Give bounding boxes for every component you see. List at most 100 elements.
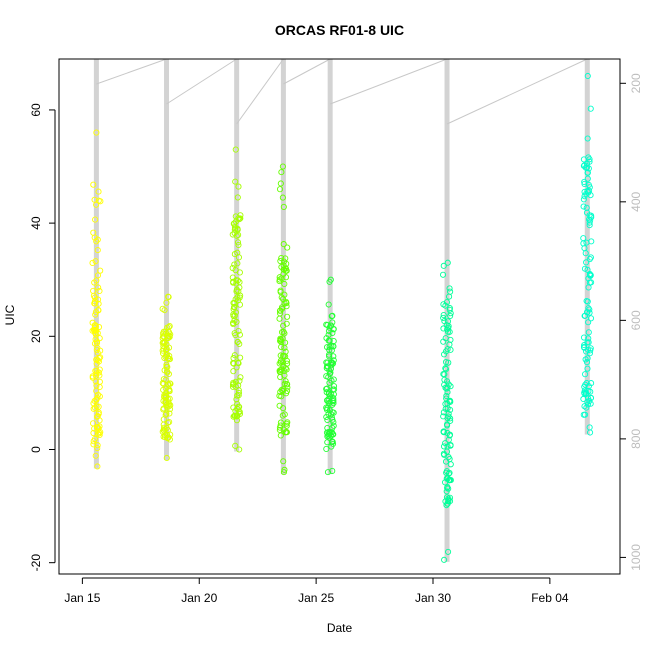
data-point	[90, 438, 97, 445]
y-tick-label: 40	[29, 216, 43, 230]
data-point	[281, 344, 288, 351]
data-point	[280, 203, 287, 210]
data-point	[234, 226, 241, 233]
data-point	[329, 386, 336, 393]
data-point	[284, 387, 291, 395]
data-point	[233, 288, 240, 295]
data-point	[584, 355, 591, 362]
data-point	[94, 272, 101, 279]
data-point	[90, 400, 97, 407]
data-point	[283, 357, 291, 364]
data-point	[440, 351, 448, 358]
altitude-trace	[164, 59, 170, 460]
data-point	[92, 323, 99, 330]
data-point	[90, 441, 97, 448]
data-point	[586, 219, 593, 226]
chart-title: ORCAS RF01-8 UIC	[275, 22, 404, 38]
data-point	[95, 188, 102, 195]
data-point	[583, 348, 590, 355]
data-point	[325, 351, 333, 358]
data-point	[583, 380, 590, 387]
data-point	[277, 336, 284, 343]
data-point	[90, 292, 97, 299]
data-point	[92, 452, 99, 459]
data-point	[237, 212, 244, 219]
x-tick-label: Jan 25	[298, 591, 334, 605]
data-point	[95, 403, 102, 410]
data-point	[587, 388, 594, 395]
data-point	[582, 250, 589, 257]
data-point	[90, 420, 97, 427]
data-point	[165, 334, 172, 341]
data-point	[440, 262, 447, 269]
data-point	[277, 369, 284, 376]
data-point	[586, 279, 593, 286]
y-tick-label: 0	[29, 446, 43, 453]
data-point	[445, 548, 452, 555]
data-point	[93, 129, 100, 136]
data-point	[96, 431, 103, 439]
data-point	[580, 411, 587, 418]
data-point	[440, 312, 447, 319]
data-point	[92, 378, 99, 385]
data-point	[330, 338, 337, 345]
data-point	[234, 339, 241, 346]
data-point	[89, 374, 96, 381]
data-point	[586, 216, 593, 223]
data-point	[94, 463, 101, 470]
data-point	[581, 312, 588, 319]
data-point	[444, 389, 451, 396]
data-point	[284, 313, 291, 320]
data-point	[231, 330, 238, 337]
data-point	[91, 279, 98, 286]
data-point	[326, 337, 333, 344]
data-point	[580, 196, 587, 203]
data-point	[446, 456, 453, 463]
data-point	[330, 376, 337, 383]
data-point	[235, 392, 242, 399]
data-point	[231, 230, 238, 237]
data-point	[329, 329, 336, 336]
data-point	[585, 395, 592, 402]
data-point	[231, 261, 238, 268]
data-point	[441, 318, 448, 325]
data-point	[277, 180, 284, 187]
data-point	[580, 203, 587, 210]
data-point	[279, 353, 286, 360]
data-point	[162, 385, 169, 392]
data-point	[444, 475, 451, 482]
data-point	[280, 241, 287, 248]
data-point	[236, 269, 243, 276]
data-point	[232, 296, 239, 303]
data-point	[282, 378, 289, 385]
data-point	[236, 446, 243, 453]
data-point	[229, 383, 237, 390]
data-point	[325, 301, 332, 308]
data-point	[585, 319, 592, 326]
data-point	[583, 259, 590, 266]
altitude-trace	[327, 59, 333, 475]
data-point	[161, 434, 169, 441]
data-point	[581, 188, 588, 195]
data-point	[161, 307, 168, 314]
data-point	[324, 424, 331, 432]
data-point	[443, 468, 450, 475]
data-points	[89, 72, 595, 563]
data-point	[90, 181, 97, 188]
data-point	[279, 163, 286, 170]
altitude-trace	[584, 59, 590, 435]
data-point	[95, 391, 102, 398]
data-point	[230, 368, 237, 375]
data-point	[581, 178, 588, 185]
data-point	[92, 372, 99, 379]
data-point	[586, 350, 593, 357]
data-point	[277, 307, 284, 314]
data-point	[89, 259, 96, 266]
data-point	[90, 430, 97, 437]
data-point	[585, 181, 592, 189]
data-point	[447, 312, 454, 319]
data-point	[277, 258, 284, 265]
data-point	[234, 412, 241, 419]
data-point	[330, 440, 337, 447]
data-point	[94, 413, 101, 420]
